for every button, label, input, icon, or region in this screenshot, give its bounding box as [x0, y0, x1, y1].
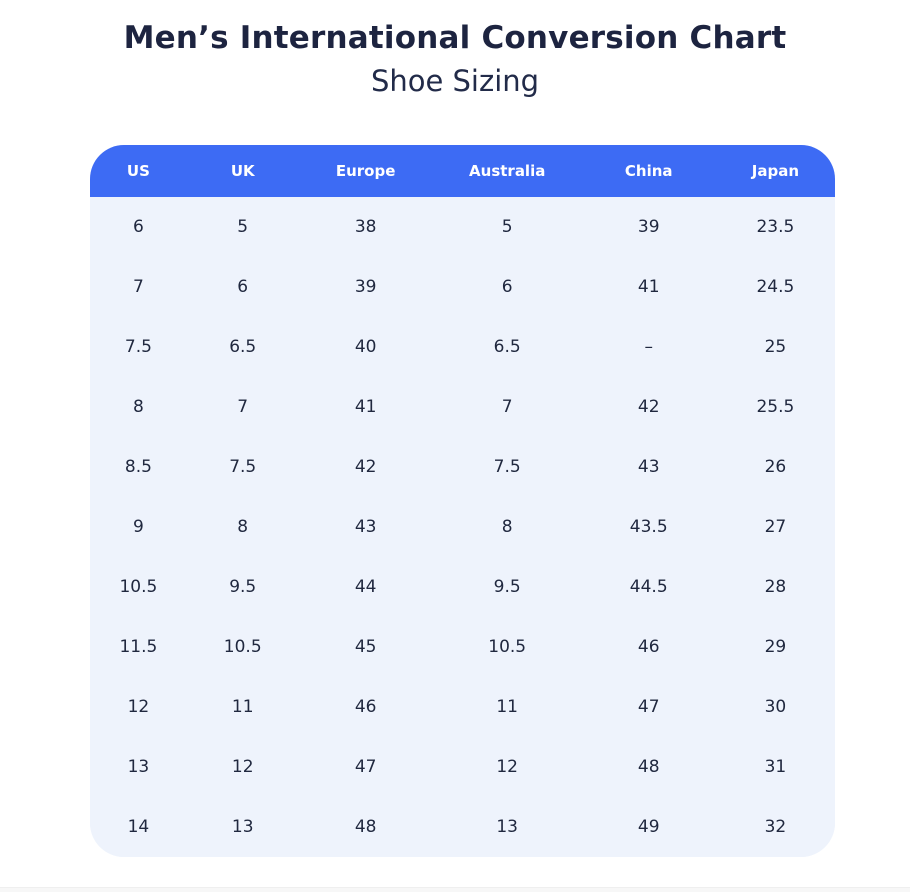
table-cell: 48	[298, 797, 433, 857]
table-cell: 48	[581, 737, 716, 797]
table-cell: 42	[581, 377, 716, 437]
table-cell: 7.5	[90, 317, 187, 377]
table-cell: 11	[186, 677, 299, 737]
table-cell: 25	[715, 317, 835, 377]
table-cell: 10.5	[186, 617, 299, 677]
table-cell: 6.5	[432, 317, 582, 377]
table-cell: 6	[432, 257, 582, 317]
table-cell: 32	[715, 797, 835, 857]
table-cell: 39	[298, 257, 433, 317]
bottom-edge-strip	[0, 887, 910, 892]
table-cell: 28	[715, 557, 835, 617]
table-cell: 41	[298, 377, 433, 437]
table-cell: 26	[715, 437, 835, 497]
table-cell: 10.5	[90, 557, 187, 617]
table-cell: 30	[715, 677, 835, 737]
table-cell: 24.5	[715, 257, 835, 317]
table-cell: 9.5	[432, 557, 582, 617]
table-cell: 8	[186, 497, 299, 557]
table-body: 6 5 38 5 39 23.5 7 6 39 6 41 24.5 7.5 6.5 40 6.5–25 8 7 41…	[90, 197, 835, 857]
table-cell: 43	[298, 497, 433, 557]
page-title: Men’s International Conversion Chart	[123, 20, 787, 56]
table-cell: 44.5	[581, 557, 716, 617]
table-cell: 46	[298, 677, 433, 737]
table-cell: –	[581, 317, 716, 377]
table-cell: 31	[715, 737, 835, 797]
table-cell: 43.5	[581, 497, 716, 557]
table-cell: 8	[90, 377, 187, 437]
table-row: 11.5 10.5 45 10.5 46 29	[90, 617, 835, 677]
table-cell: 47	[298, 737, 433, 797]
table-cell: 12	[90, 677, 187, 737]
table-cell: 9.5	[186, 557, 299, 617]
table-cell: 47	[581, 677, 716, 737]
table-cell: 45	[298, 617, 433, 677]
table-cell: 27	[715, 497, 835, 557]
table-cell: 5	[432, 197, 582, 257]
table-row: 7.5 6.5 40 6.5–25	[90, 317, 835, 377]
table-cell: 8	[432, 497, 582, 557]
table-row: 14 13 48 13 49 32	[90, 797, 835, 857]
table-cell: 8.5	[90, 437, 187, 497]
table-row: 6 5 38 5 39 23.5	[90, 197, 835, 257]
table-cell: 13	[90, 737, 187, 797]
table-cell: 11	[432, 677, 582, 737]
table-cell: 42	[298, 437, 433, 497]
table-cell: 13	[186, 797, 299, 857]
table-cell: 23.5	[715, 197, 835, 257]
table-cell: 7	[90, 257, 187, 317]
page-subtitle: Shoe Sizing	[370, 64, 540, 98]
table-cell: 9	[90, 497, 187, 557]
table-cell: 10.5	[432, 617, 582, 677]
table-cell: 38	[298, 197, 433, 257]
table-cell: 6	[186, 257, 299, 317]
table-cell: 39	[581, 197, 716, 257]
table-header-row: US UK Europe Australia China Japan	[90, 145, 835, 197]
table-cell: 40	[298, 317, 433, 377]
table-cell: 6	[90, 197, 187, 257]
table-cell: 25.5	[715, 377, 835, 437]
table-cell: 29	[715, 617, 835, 677]
page-header: Men’s International Conversion Chart Sho…	[0, 0, 910, 98]
table-row: 7 6 39 6 41 24.5	[90, 257, 835, 317]
table-cell: 7	[186, 377, 299, 437]
table-cell: 7.5	[186, 437, 299, 497]
table-cell: 12	[186, 737, 299, 797]
table-row: 13 12 47 12 48 31	[90, 737, 835, 797]
table-row: 8.5 7.5 42 7.5 43 26	[90, 437, 835, 497]
table-row: 12 11 46 11 47 30	[90, 677, 835, 737]
column-header: Japan	[715, 145, 835, 197]
shoe-size-conversion-table: US UK Europe Australia China Japan 6 5 38 5 39 23.…	[90, 145, 835, 857]
table-cell: 44	[298, 557, 433, 617]
table-cell: 6.5	[186, 317, 299, 377]
table-cell: 14	[90, 797, 187, 857]
column-header: China	[581, 145, 716, 197]
table-row: 10.5 9.5 44 9.5 44.5 28	[90, 557, 835, 617]
table-cell: 13	[432, 797, 582, 857]
table-cell: 7	[432, 377, 582, 437]
table-cell: 43	[581, 437, 716, 497]
table-cell: 46	[581, 617, 716, 677]
table-cell: 5	[186, 197, 299, 257]
column-header: UK	[186, 145, 299, 197]
table-cell: 7.5	[432, 437, 582, 497]
column-header: US	[90, 145, 187, 197]
table-row: 8 7 41 7 42 25.5	[90, 377, 835, 437]
table-cell: 11.5	[90, 617, 187, 677]
column-header: Australia	[432, 145, 582, 197]
table-cell: 12	[432, 737, 582, 797]
conversion-table: US UK Europe Australia China Japan 6 5 38 5 39 23.…	[90, 145, 835, 857]
table-cell: 49	[581, 797, 716, 857]
table-cell: 41	[581, 257, 716, 317]
table-row: 9 8 43 8 43.5 27	[90, 497, 835, 557]
column-header: Europe	[298, 145, 433, 197]
